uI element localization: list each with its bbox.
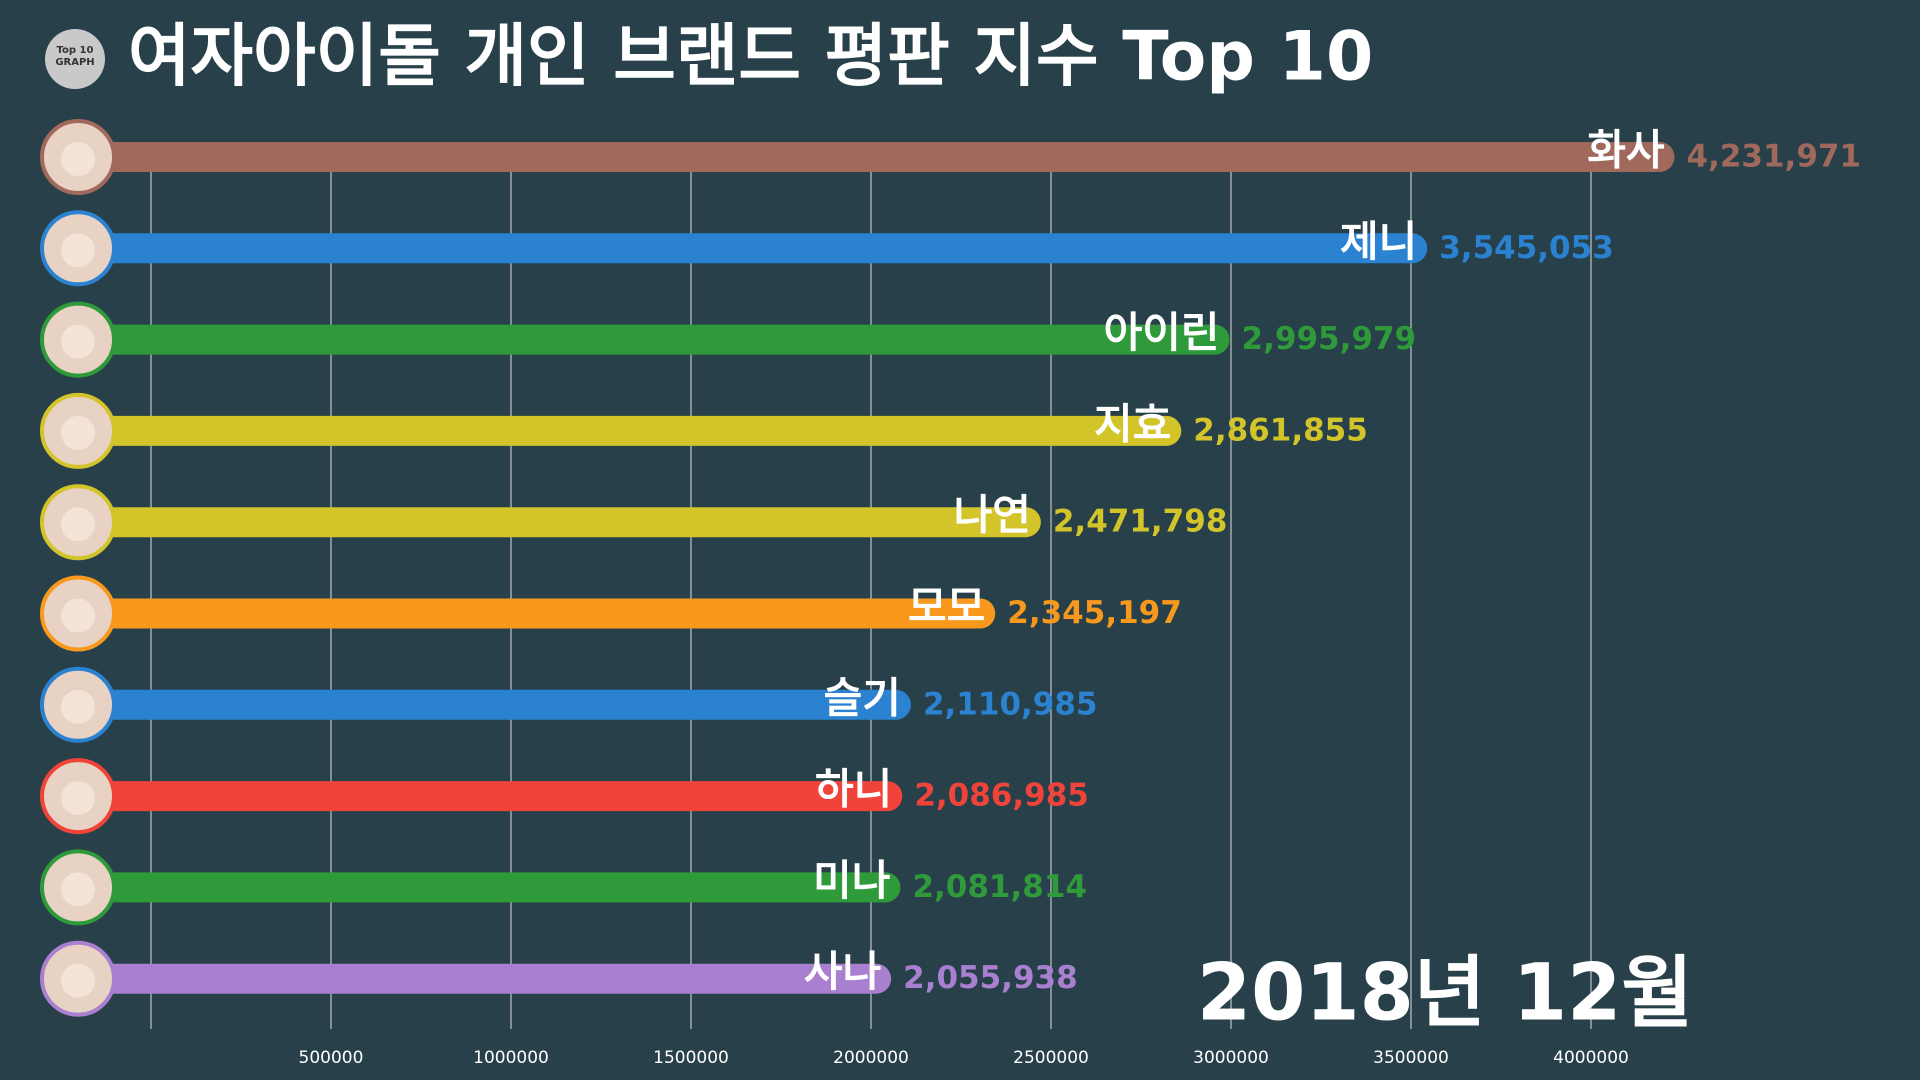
avatar-face bbox=[61, 415, 95, 450]
avatar-face bbox=[61, 963, 95, 998]
value-label: 2,345,197 bbox=[1007, 595, 1182, 631]
value-label: 2,471,798 bbox=[1053, 504, 1228, 540]
avatar-face bbox=[61, 781, 95, 816]
bar bbox=[78, 415, 1182, 446]
value-label: 2,086,985 bbox=[914, 778, 1089, 814]
bar bbox=[78, 142, 1675, 172]
bar-name: 사나 bbox=[804, 947, 881, 996]
bar-name: 슬기 bbox=[824, 673, 901, 722]
bar-name: 화사 bbox=[1587, 126, 1665, 175]
x-tick-label: 3500000 bbox=[1373, 1048, 1449, 1068]
logo-text: Top 10 bbox=[57, 45, 94, 56]
bar-name: 모모 bbox=[908, 582, 985, 631]
logo-text: GRAPH bbox=[55, 57, 94, 68]
value-label: 2,995,979 bbox=[1242, 321, 1417, 357]
x-tick-label: 2500000 bbox=[1013, 1048, 1089, 1068]
bar-name: 지효 bbox=[1094, 399, 1171, 448]
bar-name: 미나 bbox=[813, 856, 890, 905]
date-label: 2018년 12월 bbox=[1197, 948, 1693, 1038]
bars: 화사 4,231,971 제니 3,545,053 아이린 2,995,979 지효 2,86… bbox=[40, 119, 1862, 1017]
x-tick-label: 4000000 bbox=[1553, 1048, 1629, 1068]
bar-name: 나연 bbox=[954, 491, 1031, 540]
avatar-face bbox=[61, 142, 95, 176]
bar-name: 제니 bbox=[1340, 217, 1417, 266]
logo bbox=[45, 29, 105, 89]
bar bbox=[78, 781, 903, 812]
avatar-face bbox=[61, 598, 95, 633]
bar bbox=[78, 233, 1428, 264]
x-tick-label: 3000000 bbox=[1193, 1048, 1269, 1068]
bar bbox=[78, 507, 1041, 538]
avatar-face bbox=[61, 324, 95, 359]
value-label: 2,861,855 bbox=[1193, 412, 1368, 448]
avatar-face bbox=[61, 233, 95, 268]
value-label: 2,110,985 bbox=[923, 686, 1098, 722]
bar bbox=[78, 598, 996, 629]
avatar-face bbox=[61, 689, 95, 724]
bar bbox=[78, 689, 911, 720]
avatar-face bbox=[61, 507, 95, 542]
avatar-face bbox=[61, 872, 95, 907]
x-tick-label: 2000000 bbox=[833, 1048, 909, 1068]
bar-name: 하니 bbox=[815, 765, 892, 814]
bar-name: 아이린 bbox=[1104, 308, 1220, 357]
bar bbox=[78, 872, 901, 903]
x-tick-label: 1000000 bbox=[473, 1048, 549, 1068]
bar bbox=[78, 963, 892, 994]
value-label: 3,545,053 bbox=[1439, 230, 1614, 266]
x-tick-label: 500000 bbox=[299, 1048, 364, 1068]
value-label: 2,081,814 bbox=[912, 869, 1087, 905]
value-label: 4,231,971 bbox=[1687, 139, 1862, 175]
bar bbox=[78, 324, 1230, 355]
value-label: 2,055,938 bbox=[903, 960, 1078, 996]
x-tick-label: 1500000 bbox=[653, 1048, 729, 1068]
chart-title: 여자아이돌 개인 브랜드 평판 지수 Top 10 bbox=[128, 18, 1373, 97]
